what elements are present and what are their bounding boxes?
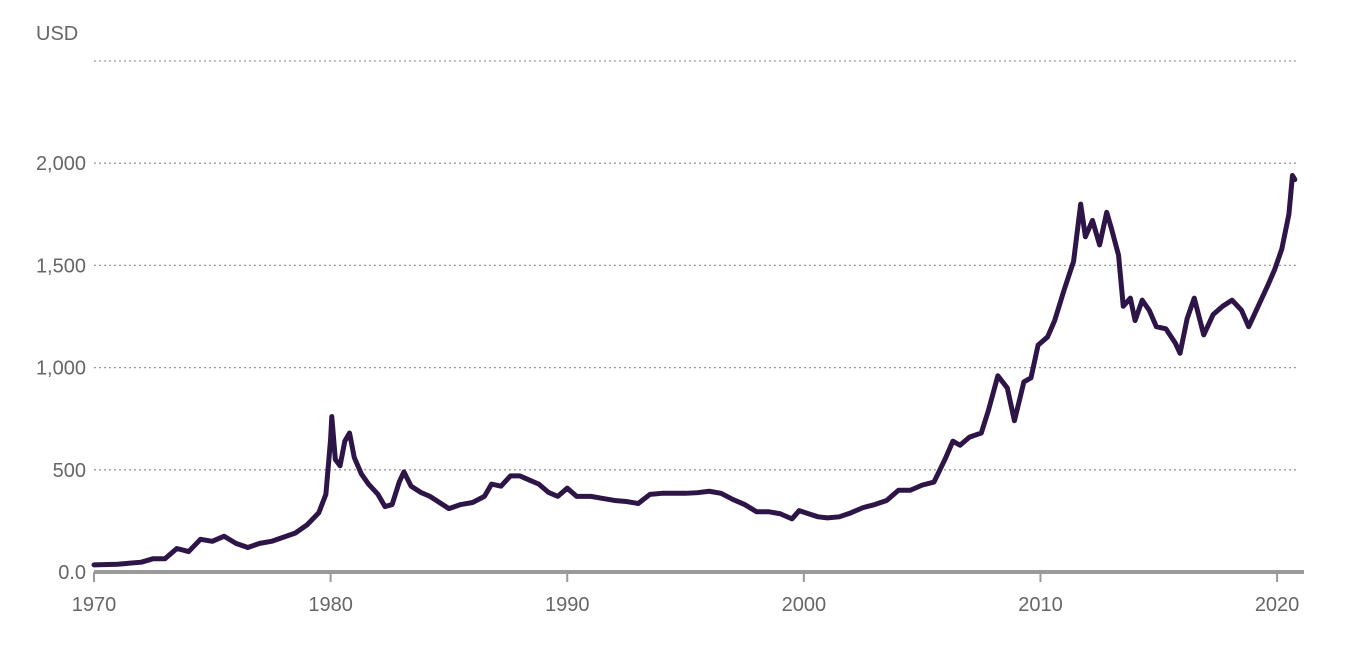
- gridlines: [94, 60, 1304, 574]
- y-tick-label: 500: [53, 460, 86, 482]
- x-tick-label: 1980: [308, 594, 353, 616]
- y-tick-label: 0.0: [58, 562, 86, 584]
- x-tick-label: 1970: [72, 594, 117, 616]
- x-tick-label: 2010: [1018, 594, 1063, 616]
- x-tick-label: 2000: [782, 594, 827, 616]
- y-tick-label: 1,000: [36, 358, 86, 380]
- series-line: [91, 172, 1298, 568]
- series-layer: [91, 172, 1298, 568]
- y-tick-label: 1,500: [36, 255, 86, 277]
- x-tick-label: 1990: [545, 594, 590, 616]
- y-axis-label: USD: [36, 23, 78, 45]
- x-axis-ticks: 1970 1980 1990 2000 2010 2020: [72, 572, 1300, 616]
- y-tick-label: 2,000: [36, 153, 86, 175]
- x-tick-label: 2020: [1255, 594, 1300, 616]
- y-axis-ticks: 0.0 500 1,000 1,500 2,000: [36, 153, 86, 584]
